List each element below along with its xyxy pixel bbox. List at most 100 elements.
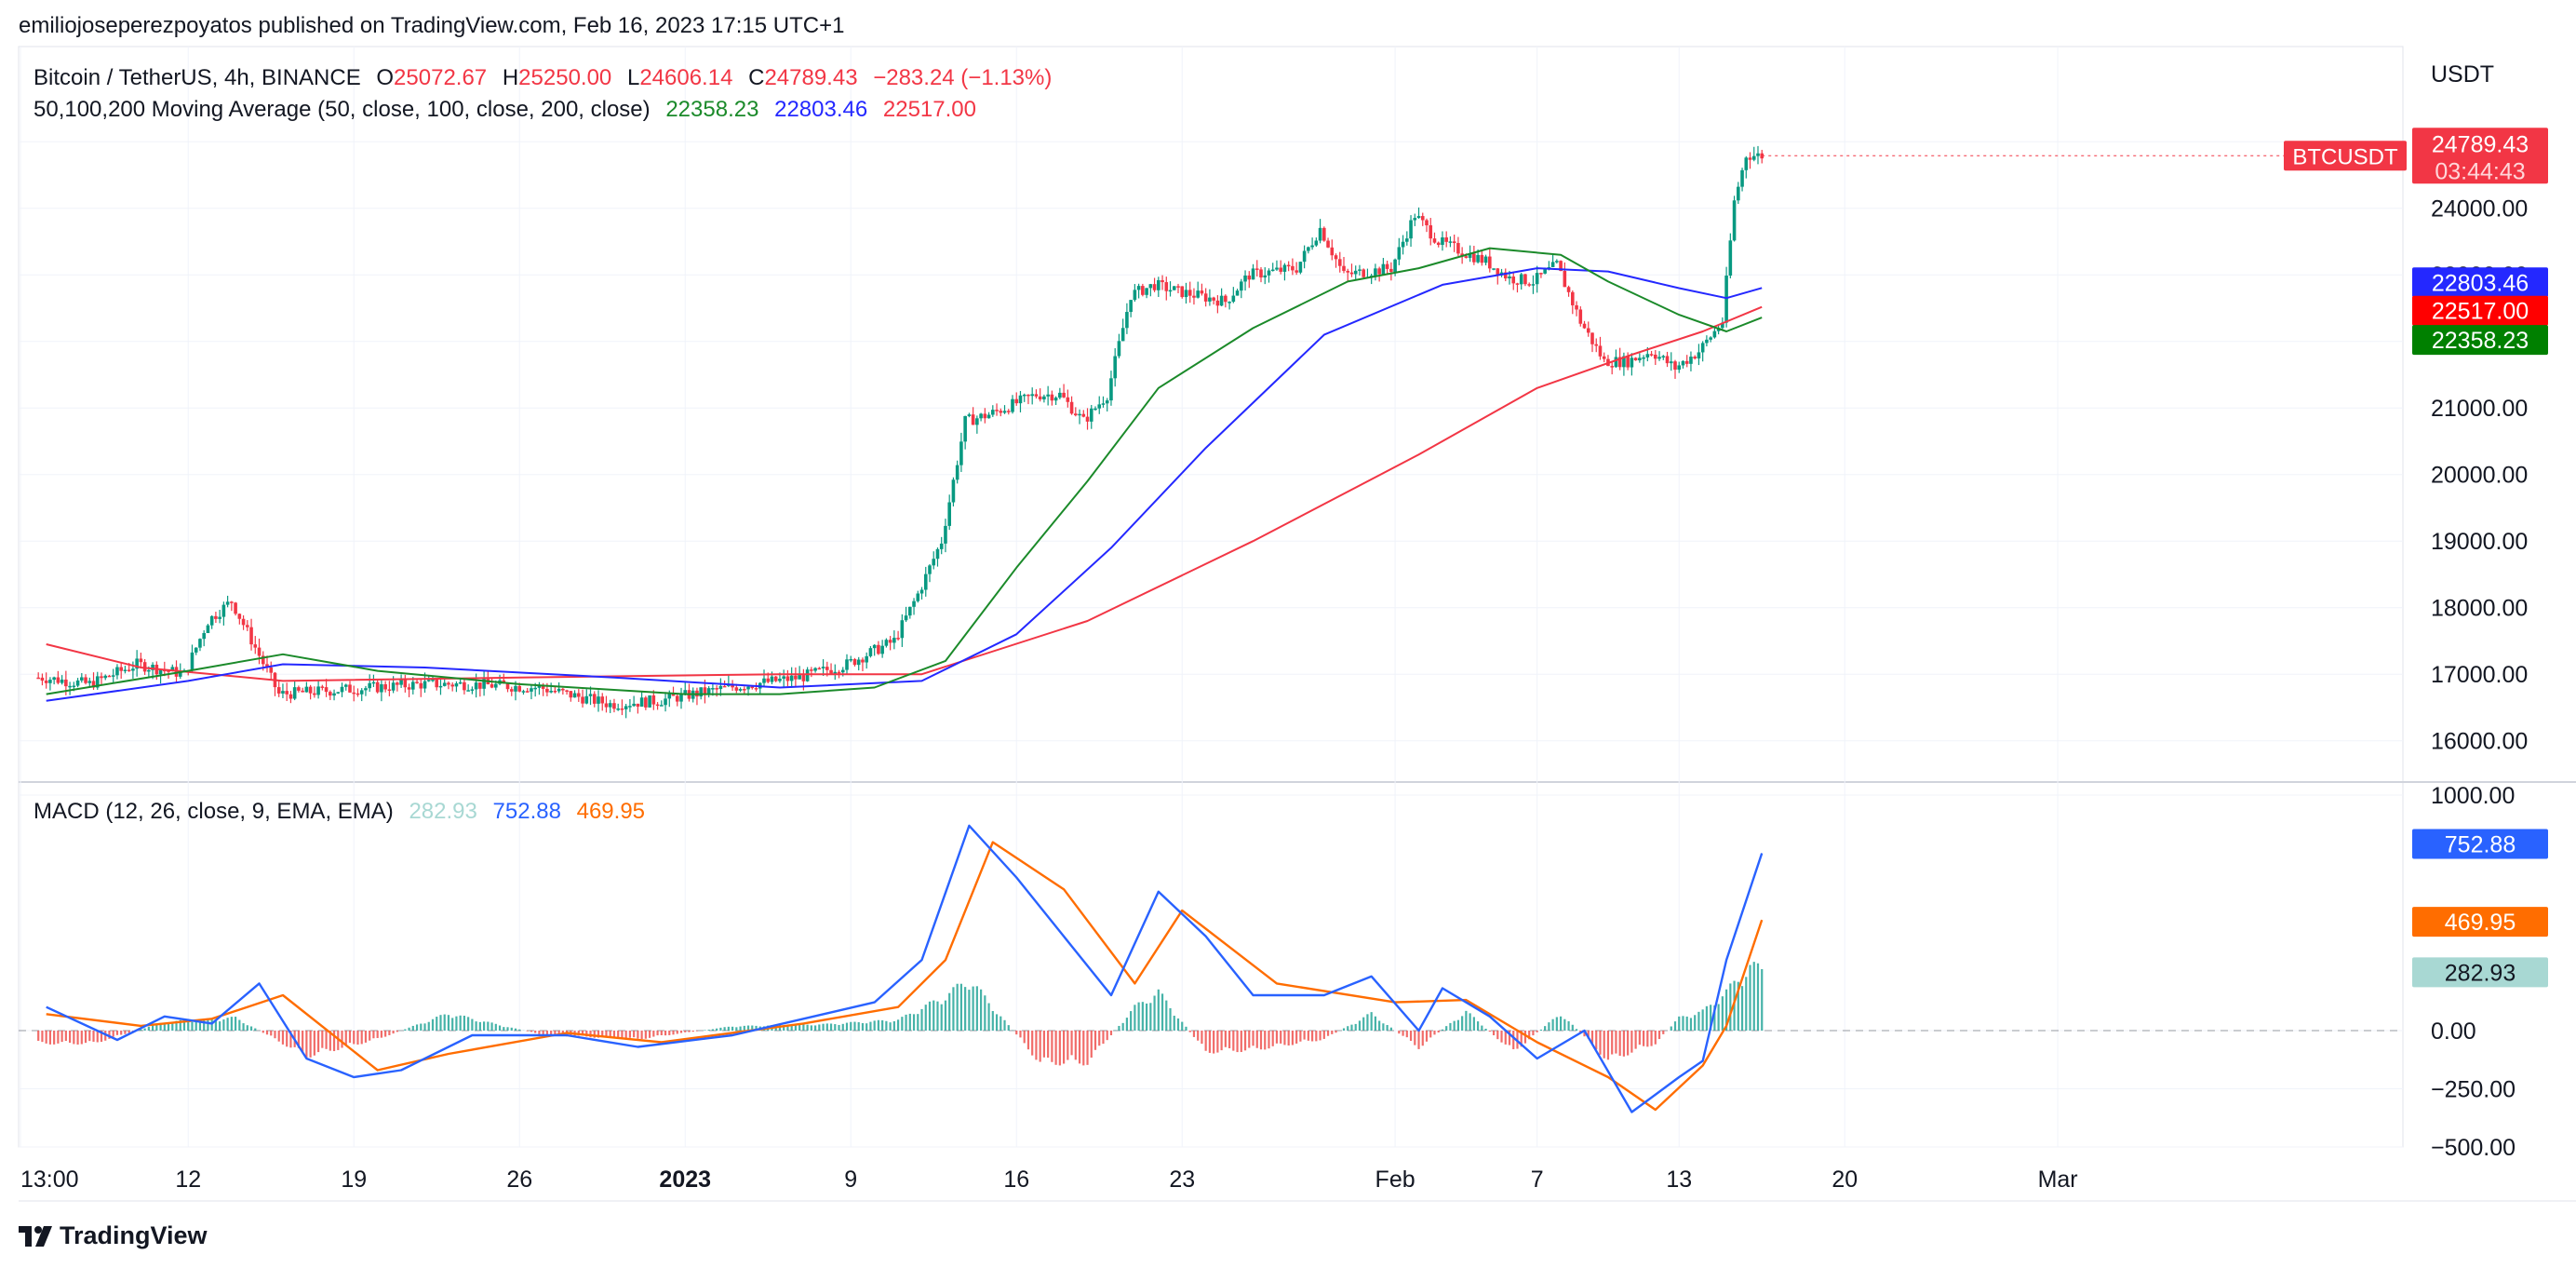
candle-body: [1705, 339, 1709, 344]
candle-body: [332, 693, 336, 696]
candle-body: [1219, 295, 1224, 306]
candle-body: [1401, 241, 1405, 248]
candle-body: [214, 615, 218, 619]
tradingview-logo[interactable]: TradingView: [19, 1221, 208, 1250]
candle-body: [1066, 397, 1070, 402]
candle-body: [1074, 413, 1078, 416]
candle-body: [1425, 220, 1429, 226]
candle-body: [872, 644, 877, 649]
candle-body: [482, 679, 486, 689]
candle-body: [1263, 275, 1268, 278]
candle-body: [368, 682, 371, 689]
candle-body: [683, 690, 688, 694]
candle-body: [1633, 357, 1638, 361]
candle-body: [391, 682, 396, 691]
candle-body: [935, 548, 940, 560]
candle-body: [288, 694, 293, 699]
candle-body: [1145, 288, 1148, 295]
candle-body: [861, 659, 865, 663]
candle-body: [1310, 245, 1314, 248]
ma100-axis-label-box: [2412, 267, 2548, 298]
candle-body: [1598, 345, 1603, 357]
candle-body: [237, 614, 242, 619]
candle-body: [1125, 312, 1129, 329]
candle-body: [1141, 286, 1145, 295]
candle-body: [1550, 262, 1555, 267]
candle-body: [435, 679, 439, 688]
candle-body: [316, 686, 320, 695]
candle-body: [667, 693, 672, 699]
candle-body: [1164, 282, 1169, 291]
candle-body: [1113, 356, 1117, 379]
candle-body: [1689, 357, 1693, 364]
candle-body: [56, 677, 60, 683]
candle-body: [1282, 264, 1287, 272]
candle-body: [48, 680, 52, 683]
symbol-legend[interactable]: Bitcoin / TetherUS, 4h, BINANCE O25072.6…: [34, 65, 1061, 91]
candle-body: [1531, 284, 1536, 286]
candle-body: [190, 652, 195, 671]
candle-body: [738, 689, 743, 691]
candle-body: [750, 686, 755, 689]
candle-body: [131, 668, 135, 671]
candle-body: [1203, 293, 1208, 302]
candle-body: [1468, 253, 1472, 258]
candle-body: [778, 678, 782, 681]
candle-body: [944, 525, 947, 544]
candle-body: [1393, 259, 1397, 273]
candle-body: [1448, 241, 1453, 243]
candle-body: [371, 681, 376, 684]
candle-body: [1654, 354, 1657, 359]
candle-body: [991, 410, 995, 415]
candle-body: [292, 687, 297, 699]
ma-legend[interactable]: 50,100,200 Moving Average (50, close, 10…: [34, 97, 986, 123]
candle-body: [261, 655, 265, 665]
candle-body: [592, 694, 597, 704]
candle-body: [123, 669, 127, 671]
candle-body: [1326, 240, 1330, 248]
candle-body: [1228, 302, 1231, 304]
candle-body: [1353, 270, 1358, 275]
ma200-axis-label-box: [2412, 295, 2548, 326]
candle-body: [1602, 356, 1606, 359]
ma100-line: [46, 267, 1763, 702]
candle-body: [324, 687, 329, 693]
candle-body: [955, 465, 959, 480]
last-price-box: [2412, 128, 2548, 184]
candle-body: [91, 681, 96, 688]
candle-body: [888, 640, 892, 643]
candle-body: [64, 679, 68, 687]
macd-axis-label-box: [2412, 829, 2548, 859]
macd-legend[interactable]: MACD (12, 26, close, 9, EMA, EMA) 282.93…: [34, 799, 654, 825]
candle-body: [1349, 272, 1354, 275]
candle-body: [1555, 261, 1559, 263]
candle-body: [230, 601, 234, 603]
candle-body: [1187, 290, 1192, 296]
candle-body: [557, 688, 561, 692]
candle-body: [1069, 401, 1074, 414]
candle-body: [664, 698, 667, 706]
hist-axis-label-box: [2412, 957, 2548, 988]
candle-body: [380, 684, 383, 693]
ma100-axis-label: 22803.46: [2432, 270, 2529, 296]
candle-body: [403, 680, 408, 688]
candle-body: [1732, 200, 1737, 241]
candle-body: [450, 684, 454, 687]
candle-body: [1511, 276, 1516, 284]
candle-body: [269, 667, 274, 673]
candle-body: [383, 684, 387, 690]
y-tick-label: 20000.00: [2431, 463, 2528, 489]
candle-body: [1460, 253, 1464, 257]
candle-body: [616, 708, 620, 710]
candle-body: [1093, 408, 1097, 411]
candle-body: [612, 703, 616, 709]
macd-y-tick-label: −250.00: [2431, 1077, 2516, 1103]
candle-body: [308, 686, 313, 694]
candle-body: [1212, 297, 1215, 301]
candle-body: [660, 705, 664, 707]
candle-body: [415, 681, 419, 683]
candle-body: [1566, 287, 1571, 292]
candle-body: [1709, 337, 1712, 340]
candle-body: [423, 681, 427, 689]
